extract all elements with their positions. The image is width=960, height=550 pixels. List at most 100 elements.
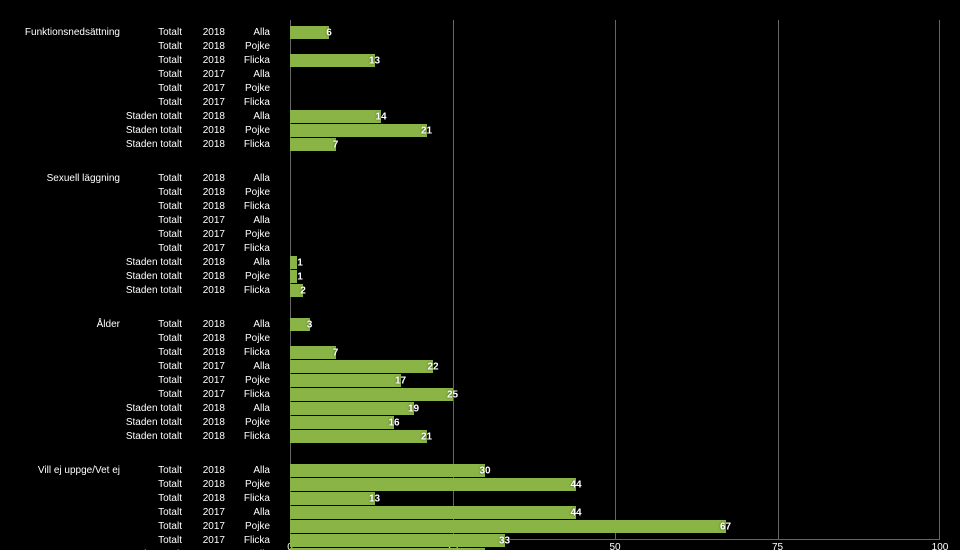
row-label-gender: Pojke	[230, 187, 270, 198]
bar	[290, 388, 453, 401]
row-label-gender: Pojke	[230, 83, 270, 94]
row-label-scope: Staden totalt	[122, 125, 182, 136]
row-label-gender: Pojke	[230, 375, 270, 386]
row-label-gender: Alla	[230, 215, 270, 226]
bar-value-label: 19	[408, 403, 419, 414]
row-label-gender: Alla	[230, 403, 270, 414]
row-label-scope: Totalt	[122, 507, 182, 518]
row-label-scope: Totalt	[122, 389, 182, 400]
row-label-gender: Flicka	[230, 431, 270, 442]
bar-value-label: 44	[570, 507, 581, 518]
bar-value-label: 30	[479, 465, 490, 476]
bar	[290, 464, 485, 477]
row-label-scope: Staden totalt	[122, 403, 182, 414]
bar	[290, 270, 297, 283]
bar	[290, 360, 433, 373]
row-label-gender: Flicka	[230, 97, 270, 108]
group-label: Vill ej uppge/Vet ej	[8, 465, 120, 476]
bar	[290, 492, 375, 505]
row-label-year: 2018	[185, 55, 225, 66]
row-label-gender: Flicka	[230, 389, 270, 400]
row-label-year: 2018	[185, 41, 225, 52]
row-label-year: 2018	[185, 403, 225, 414]
bar	[290, 110, 381, 123]
row-label-year: 2018	[185, 333, 225, 344]
row-label-gender: Pojke	[230, 41, 270, 52]
bar	[290, 54, 375, 67]
bar	[290, 346, 336, 359]
row-label-year: 2017	[185, 507, 225, 518]
row-label-year: 2018	[185, 465, 225, 476]
group-label: Ålder	[8, 319, 120, 330]
bar	[290, 534, 505, 547]
row-label-year: 2018	[185, 479, 225, 490]
row-label-year: 2017	[185, 97, 225, 108]
row-label-year: 2018	[185, 347, 225, 358]
row-label-scope: Staden totalt	[122, 111, 182, 122]
gridline	[778, 20, 779, 540]
bar-value-label: 13	[369, 493, 380, 504]
row-label-gender: Flicka	[230, 285, 270, 296]
row-label-year: 2017	[185, 361, 225, 372]
row-label-gender: Pojke	[230, 333, 270, 344]
row-label-scope: Totalt	[122, 361, 182, 372]
row-label-year: 2017	[185, 229, 225, 240]
row-label-year: 2018	[185, 417, 225, 428]
row-label-gender: Alla	[230, 257, 270, 268]
row-label-year: 2018	[185, 27, 225, 38]
bar-value-label: 14	[375, 111, 386, 122]
row-label-scope: Staden totalt	[122, 431, 182, 442]
bar	[290, 520, 726, 533]
bar-value-label: 7	[333, 347, 339, 358]
bar-value-label: 22	[427, 361, 438, 372]
row-label-year: 2018	[185, 125, 225, 136]
row-label-scope: Totalt	[122, 347, 182, 358]
group-label: Funktionsnedsättning	[8, 27, 120, 38]
row-label-scope: Staden totalt	[122, 271, 182, 282]
group-label: Sexuell läggning	[8, 173, 120, 184]
row-label-year: 2018	[185, 319, 225, 330]
row-label-gender: Alla	[230, 507, 270, 518]
row-label-gender: Pojke	[230, 271, 270, 282]
row-label-gender: Pojke	[230, 125, 270, 136]
row-label-scope: Totalt	[122, 201, 182, 212]
bar	[290, 506, 576, 519]
row-label-scope: Totalt	[122, 319, 182, 330]
row-label-year: 2017	[185, 83, 225, 94]
bar	[290, 402, 414, 415]
row-label-year: 2018	[185, 431, 225, 442]
row-label-year: 2018	[185, 271, 225, 282]
row-label-scope: Totalt	[122, 479, 182, 490]
bar-value-label: 67	[720, 521, 731, 532]
row-label-scope: Totalt	[122, 83, 182, 94]
row-label-gender: Flicka	[230, 535, 270, 546]
row-label-scope: Totalt	[122, 27, 182, 38]
row-label-scope: Staden totalt	[122, 417, 182, 428]
bar-value-label: 6	[326, 27, 332, 38]
x-tick-label: 50	[609, 542, 620, 550]
row-label-scope: Staden totalt	[122, 139, 182, 150]
row-label-gender: Pojke	[230, 521, 270, 532]
row-label-year: 2017	[185, 243, 225, 254]
bar	[290, 374, 401, 387]
bar-chart: 0255075100FunktionsnedsättningTotalt2018…	[0, 0, 960, 550]
row-label-scope: Totalt	[122, 243, 182, 254]
bar	[290, 256, 297, 269]
row-label-gender: Pojke	[230, 479, 270, 490]
bar-value-label: 16	[388, 417, 399, 428]
row-label-scope: Totalt	[122, 375, 182, 386]
row-label-gender: Alla	[230, 27, 270, 38]
bar-value-label: 17	[395, 375, 406, 386]
row-label-gender: Flicka	[230, 139, 270, 150]
row-label-gender: Pojke	[230, 229, 270, 240]
bar	[290, 416, 394, 429]
row-label-year: 2018	[185, 187, 225, 198]
bar-value-label: 3	[307, 319, 313, 330]
bar-value-label: 1	[297, 271, 303, 282]
row-label-year: 2018	[185, 173, 225, 184]
row-label-gender: Alla	[230, 465, 270, 476]
row-label-scope: Totalt	[122, 41, 182, 52]
bar-value-label: 33	[499, 535, 510, 546]
row-label-year: 2017	[185, 521, 225, 532]
row-label-year: 2018	[185, 139, 225, 150]
